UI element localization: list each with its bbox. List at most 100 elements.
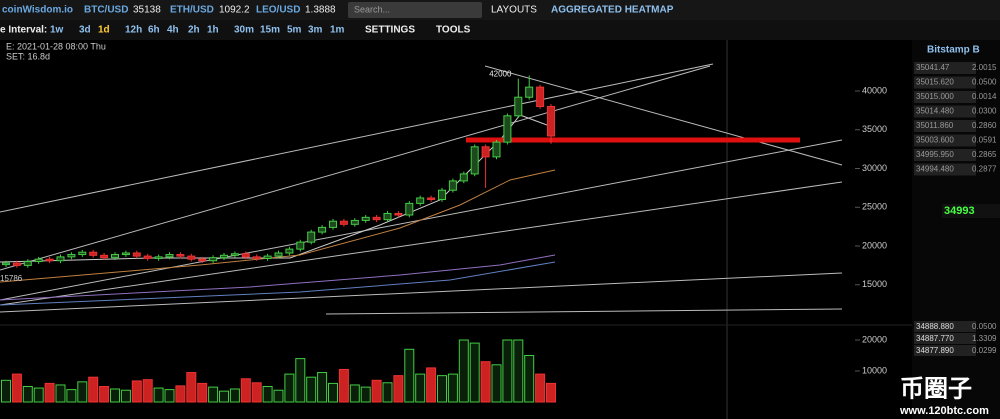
ask-row-bg [914, 163, 976, 176]
ask-price: 34995.950 [916, 150, 954, 159]
ask-row-bg [914, 91, 976, 103]
ask-row-bg [914, 149, 976, 161]
candle-body [361, 216, 370, 221]
y-tick-label: 35000 [862, 124, 887, 134]
volume-bar [338, 368, 349, 403]
interval-button[interactable]: 30m [234, 25, 254, 36]
candle-body [220, 254, 228, 259]
interval-button[interactable]: 1d [98, 25, 110, 36]
ask-amount: 0.2865 [972, 150, 997, 159]
volume-bar [66, 389, 77, 403]
trend-lines [0, 63, 843, 315]
y-tick-label: 30000 [862, 163, 887, 173]
volume-bar [186, 372, 197, 403]
volume-bar [349, 384, 360, 403]
volume-bar [77, 381, 88, 403]
volume-tick-label: 10000 [862, 365, 887, 375]
interval-button[interactable]: 15m [260, 25, 280, 36]
candle-body [209, 257, 218, 262]
ask-amount: 0.0591 [972, 136, 997, 145]
layouts-menu[interactable]: LAYOUTS [491, 5, 537, 16]
ask-amount: 0.0500 [972, 78, 997, 87]
interval-button[interactable]: 1h [207, 25, 219, 36]
volume-bar [426, 367, 437, 403]
volume-bar [404, 348, 415, 403]
candle-body [12, 262, 21, 266]
info-date: E: 2021-01-28 08:00 Thu [6, 41, 106, 51]
bid-amount: 0.0500 [972, 322, 997, 331]
tools-menu[interactable]: TOOLS [436, 25, 471, 36]
ask-row-bg [914, 76, 976, 89]
volume-bar [393, 375, 404, 403]
ask-amount: 0.2860 [972, 121, 997, 130]
volume-bar [55, 384, 66, 403]
candle-body [383, 212, 392, 221]
ticker-pair[interactable]: ETH/USD [170, 5, 214, 16]
volume-bar [175, 385, 186, 403]
candle-body [296, 241, 305, 250]
volume-bar [22, 386, 33, 403]
ticker-pair[interactable]: LEO/USD [256, 5, 300, 16]
candle-body [198, 258, 207, 262]
candle-body [154, 256, 163, 259]
candle-body [100, 254, 109, 259]
candle-body [263, 255, 272, 259]
ask-row-bg [914, 62, 976, 74]
settings-menu[interactable]: SETTINGS [365, 25, 415, 36]
interval-button[interactable]: 2h [188, 25, 200, 36]
bid-row-bg [914, 321, 976, 332]
ask-price: 35011.860 [916, 121, 954, 130]
volume-bar [469, 342, 480, 403]
heatmap-link[interactable]: AGGREGATED HEATMAP [551, 5, 674, 16]
search-placeholder: Search... [354, 4, 390, 14]
candle-body [176, 254, 185, 257]
volume-bar [33, 387, 44, 403]
max-price-label: 42000 [489, 70, 512, 79]
candle-body [165, 254, 174, 258]
info-offset: SET: 16.8d [6, 51, 50, 61]
mid-price: 34993 [944, 205, 975, 217]
interval-button[interactable]: 5m [287, 25, 302, 36]
interval-button[interactable]: 6h [148, 25, 160, 36]
ticker-pair[interactable]: BTC/USD [84, 5, 128, 16]
candle-body [230, 253, 239, 256]
volume-bar [491, 364, 502, 403]
interval-button[interactable]: 1w [50, 25, 64, 36]
volume-bar [371, 379, 382, 403]
candle-body [121, 252, 130, 256]
candle-body [111, 254, 119, 259]
logo[interactable]: coinWisdom.io [2, 5, 73, 16]
interval-button[interactable]: 1m [330, 25, 345, 36]
candle-body [318, 226, 327, 233]
volume-bar [360, 386, 371, 403]
interval-button[interactable]: 3m [308, 25, 323, 36]
bid-price: 34888.880 [916, 322, 954, 331]
ask-price: 35041.47 [916, 63, 950, 72]
candle-body [274, 252, 283, 257]
candle-body [492, 141, 501, 158]
ask-row-bg [914, 134, 976, 147]
bid-row-bg [914, 333, 976, 344]
ask-price: 35014.480 [916, 107, 954, 116]
volume-bar [415, 373, 426, 403]
candle-body [89, 251, 98, 256]
volume-bar [524, 355, 535, 403]
volume-bar [1, 379, 11, 403]
interval-button[interactable]: 3d [79, 25, 91, 36]
search-box[interactable] [348, 2, 482, 18]
orderbook-title: Bitstamp B [927, 45, 980, 56]
candle-body [34, 258, 43, 263]
bid-price: 34877.890 [916, 346, 954, 355]
y-tick-label: 15000 [862, 279, 887, 289]
interval-button[interactable]: 12h [125, 25, 142, 36]
interval-button[interactable]: 4h [167, 25, 179, 36]
candle-body [416, 197, 425, 204]
ticker-price: 35138 [133, 5, 161, 16]
volume-bar [131, 380, 142, 403]
ask-price: 35003.600 [916, 136, 954, 145]
volume-bar [328, 382, 338, 403]
candle-body [67, 254, 76, 258]
volume-bar [295, 358, 306, 403]
ask-row-bg [914, 120, 976, 132]
